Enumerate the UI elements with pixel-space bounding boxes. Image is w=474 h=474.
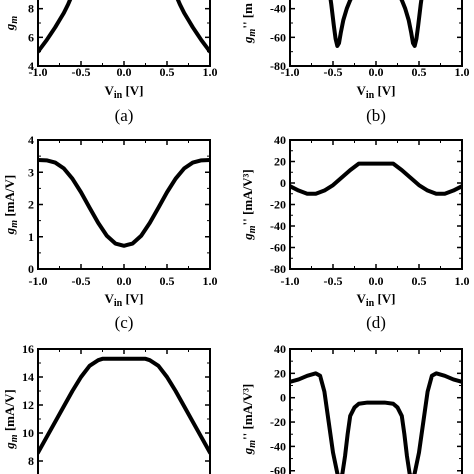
y-tick-label: 0 [280,391,286,405]
y-tick-label: 40 [274,133,286,147]
y-tick-label: 2 [28,198,34,212]
y-tick-label: -40 [270,2,286,16]
series-line-f [290,371,462,474]
y-tick-label: -40 [270,219,286,233]
x-tick-label: -1.0 [29,65,48,79]
x-axis-label: Vin [V] [104,291,143,309]
panel-caption: (a) [115,106,134,125]
y-tick-label: -80 [270,59,286,73]
y-tick-label: 16 [22,342,34,356]
x-tick-label: 0.5 [412,274,427,288]
y-tick-label: -60 [270,464,286,474]
panel-d: 40 20 0 -20 -40 -60 -80-1.0 -0.5 0.0 0.5 1.0 Vin [V… [240,133,470,332]
series-line-b [328,0,424,48]
y-tick-label: 4 [28,133,34,147]
x-axis-label: Vin [V] [356,83,395,101]
y-tick-label: -40 [270,439,286,453]
x-tick-label: -1.0 [281,274,300,288]
x-tick-label: 0.0 [117,65,132,79]
y-tick-label: 40 [274,342,286,356]
x-tick-label: -1.0 [29,274,48,288]
x-tick-label: 0.5 [160,274,175,288]
x-tick-label: -0.5 [324,65,343,79]
panel-caption: (d) [366,313,386,332]
x-tick-label: -0.5 [72,65,91,79]
x-tick-label: -0.5 [324,274,343,288]
y-tick-label: 10 [22,426,34,440]
plot-frame-d [289,139,463,270]
y-axis-label: gm'' [mA/V³] [240,169,258,241]
y-tick-label: 8 [28,2,34,16]
series-line-c [38,158,210,248]
y-tick-label: 20 [274,155,286,169]
panel-c: 0 1 2 3 4 -1.0 -0.5 0.0 0.5 1.0 Vin [V] (c) gm [mA/V… [2,133,218,332]
plot-frame-c [37,139,211,270]
plot-frame-e [37,348,211,474]
y-tick-label: -60 [270,30,286,44]
y-axis-label: gm'' [m [240,3,258,44]
y-tick-label: 20 [274,366,286,380]
x-axis-label: Vin [V] [104,83,143,101]
y-tick-label: 12 [22,398,34,412]
y-axis-label: gm [mA/V] [2,175,20,235]
x-tick-label: 0.0 [369,274,384,288]
x-tick-label: 0.5 [412,65,427,79]
x-tick-label: 1.0 [203,65,218,79]
panel-e: 16 14 12 10 8 gm [mA/V] [2,342,211,474]
x-tick-label: 0.5 [160,65,175,79]
x-tick-label: 1.0 [455,65,470,79]
x-tick-label: -1.0 [281,65,300,79]
y-tick-label: 4 [28,59,34,73]
y-tick-label: 3 [28,165,34,179]
x-tick-label: 1.0 [203,274,218,288]
y-tick-label: -60 [270,241,286,255]
y-tick-label: 8 [28,454,34,468]
y-tick-label: -80 [270,262,286,276]
y-tick-label: 14 [22,370,34,384]
y-axis-label: gm'' [mA/V³] [240,384,258,456]
plot-frame-f [289,348,463,474]
y-tick-label: 0 [28,262,34,276]
y-axis-label: gm [2,16,20,32]
series-line-e [38,356,210,455]
series-line-d [290,161,462,196]
plot-frame-b [289,0,463,67]
y-axis-label: gm [mA/V] [2,389,20,449]
y-tick-label: 0 [280,176,286,190]
series-line-a [38,0,210,54]
y-tick-label: -20 [270,198,286,212]
x-tick-label: 1.0 [455,274,470,288]
x-axis-label: Vin [V] [356,291,395,309]
x-tick-label: 0.0 [369,65,384,79]
y-tick-label: 6 [28,30,34,44]
y-tick-label: -20 [270,415,286,429]
panel-f: 40 20 0 -20 -40 -60 gm'' [mA/V³] [240,342,463,474]
y-tick-label: 1 [28,230,34,244]
x-tick-label: 0.0 [117,274,132,288]
panel-caption: (b) [366,106,386,125]
x-tick-label: -0.5 [72,274,91,288]
panel-caption: (c) [115,313,134,332]
